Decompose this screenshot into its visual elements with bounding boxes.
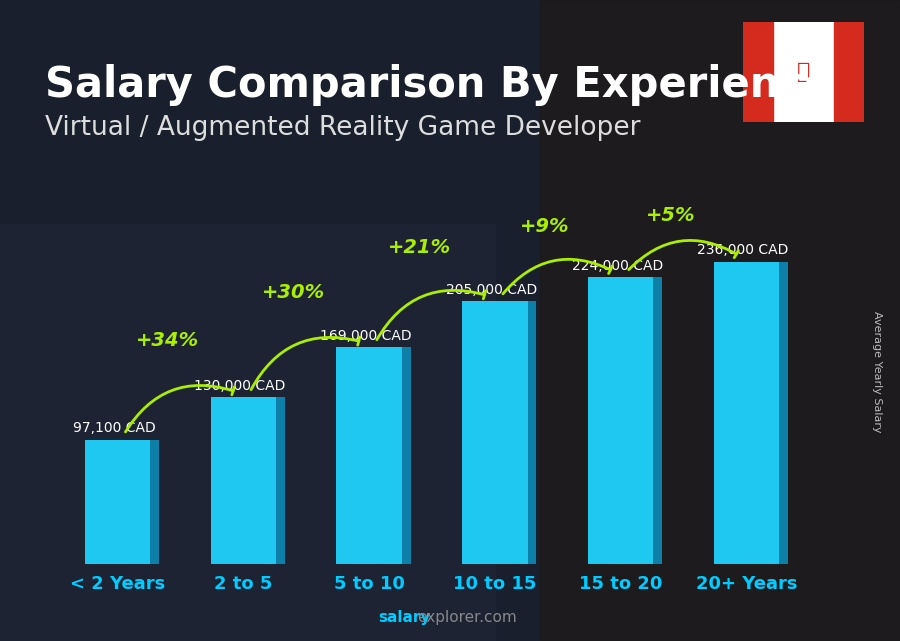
Polygon shape — [527, 301, 536, 564]
Text: salary: salary — [378, 610, 430, 625]
Text: 130,000 CAD: 130,000 CAD — [194, 379, 286, 393]
Polygon shape — [276, 397, 285, 564]
FancyBboxPatch shape — [211, 397, 276, 564]
FancyBboxPatch shape — [463, 301, 527, 564]
Polygon shape — [653, 277, 662, 564]
Text: 224,000 CAD: 224,000 CAD — [572, 259, 663, 272]
FancyBboxPatch shape — [714, 262, 779, 564]
Text: Virtual / Augmented Reality Game Developer: Virtual / Augmented Reality Game Develop… — [45, 115, 641, 142]
Text: Salary Comparison By Experience: Salary Comparison By Experience — [45, 64, 832, 106]
Polygon shape — [779, 262, 788, 564]
Text: 97,100 CAD: 97,100 CAD — [73, 421, 156, 435]
Text: +9%: +9% — [520, 217, 570, 237]
Text: +21%: +21% — [388, 238, 451, 257]
Text: 205,000 CAD: 205,000 CAD — [446, 283, 537, 297]
Text: 236,000 CAD: 236,000 CAD — [698, 244, 788, 257]
FancyBboxPatch shape — [337, 347, 401, 564]
Bar — [742, 22, 773, 122]
Text: +30%: +30% — [262, 283, 325, 302]
FancyBboxPatch shape — [588, 277, 653, 564]
FancyBboxPatch shape — [85, 440, 150, 564]
Text: Average Yearly Salary: Average Yearly Salary — [872, 311, 883, 433]
Bar — [540, 0, 900, 641]
Polygon shape — [401, 347, 410, 564]
Polygon shape — [150, 440, 159, 564]
Text: 🍁: 🍁 — [796, 62, 810, 82]
Text: explorer.com: explorer.com — [418, 610, 518, 625]
Text: +34%: +34% — [137, 331, 200, 350]
Bar — [0, 224, 495, 641]
Text: +5%: +5% — [646, 206, 696, 224]
Bar — [833, 22, 864, 122]
Text: 169,000 CAD: 169,000 CAD — [320, 329, 411, 343]
